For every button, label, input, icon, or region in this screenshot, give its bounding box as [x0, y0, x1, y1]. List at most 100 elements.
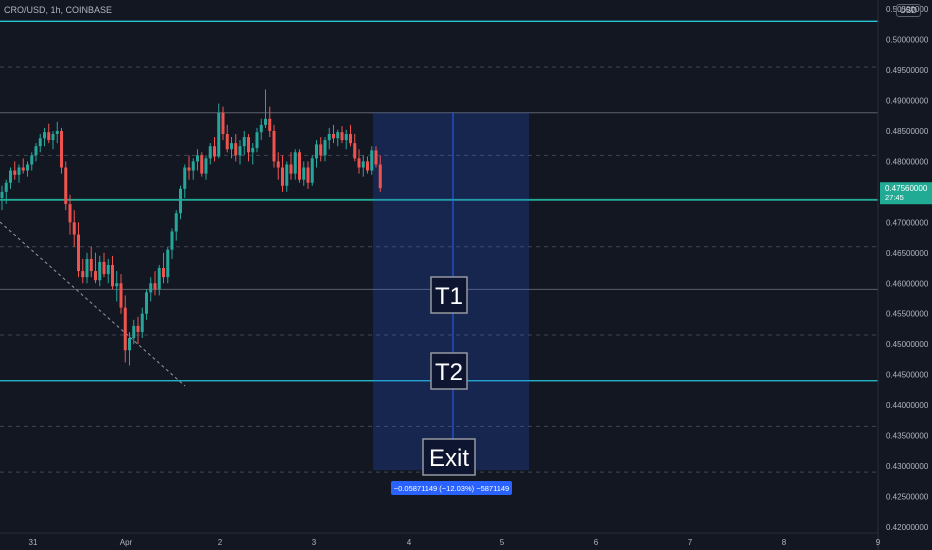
- candle-body: [204, 158, 208, 174]
- candle-body: [72, 222, 76, 235]
- candle-body: [38, 138, 42, 147]
- candle: [170, 228, 174, 259]
- target-label: T2: [435, 359, 463, 386]
- candle: [98, 255, 102, 287]
- candle-body: [306, 167, 310, 183]
- price-tick-label: 0.45000000: [886, 340, 929, 349]
- price-tick-label: 0.49500000: [886, 66, 929, 75]
- candle-body: [353, 143, 357, 159]
- candle: [191, 158, 195, 180]
- price-tick-label: 0.46000000: [886, 279, 929, 288]
- candle-body: [26, 164, 29, 171]
- target-boxes: T1 T2 Exit: [422, 276, 476, 476]
- candle: [55, 121, 59, 144]
- candle-body: [47, 132, 51, 141]
- candle: [336, 129, 340, 147]
- measure-label: −0.05871149 (−12.03%) −5871149: [391, 481, 512, 495]
- candle-body: [174, 213, 178, 232]
- candle-body: [298, 152, 301, 180]
- candle: [230, 137, 233, 159]
- candle-body: [221, 112, 225, 135]
- candle: [281, 155, 284, 192]
- candle-body: [361, 161, 365, 168]
- time-tick-label: 5: [500, 538, 505, 547]
- candle-body: [323, 140, 327, 156]
- candle-body: [55, 130, 59, 135]
- candle-body: [200, 155, 204, 174]
- candle-body: [225, 134, 229, 150]
- candle-body: [4, 182, 8, 192]
- candle-body: [281, 167, 284, 186]
- candle: [136, 316, 140, 345]
- candle-body: [378, 164, 382, 189]
- time-tick-label: 3: [312, 538, 317, 547]
- candle: [221, 106, 225, 141]
- target-label: T1: [435, 283, 463, 310]
- candle: [234, 134, 238, 162]
- price-tick-label: 0.49000000: [886, 97, 929, 106]
- candle-body: [276, 161, 280, 168]
- candle: [21, 158, 25, 174]
- candle-body: [213, 146, 216, 157]
- candle-body: [238, 146, 242, 156]
- candle-body: [64, 167, 68, 205]
- candle: [361, 155, 365, 177]
- candle: [344, 129, 348, 150]
- candle-body: [268, 118, 272, 131]
- candle-body: [21, 167, 25, 171]
- candle-body: [162, 268, 165, 278]
- currency-button[interactable]: USD: [896, 4, 921, 17]
- candle: [255, 127, 259, 153]
- target-box: [430, 352, 468, 390]
- price-tag-value: 0.47560000: [885, 184, 928, 193]
- candle: [259, 118, 263, 141]
- target-t1: T1: [430, 276, 468, 314]
- candle: [204, 155, 208, 180]
- candle: [340, 126, 344, 144]
- candle: [68, 194, 72, 235]
- candle-body: [366, 161, 369, 171]
- candle: [349, 124, 352, 147]
- candle-body: [123, 307, 127, 351]
- target-t2: T2: [430, 352, 468, 390]
- target-label: Exit: [429, 445, 469, 472]
- price-tick-label: 0.44500000: [886, 371, 929, 380]
- candle-body: [132, 325, 136, 339]
- candle-body: [310, 158, 314, 183]
- candle: [128, 331, 131, 366]
- candle: [81, 258, 85, 284]
- candle-body: [51, 134, 55, 141]
- candle: [302, 161, 306, 186]
- candle-body: [13, 170, 17, 175]
- candle: [153, 271, 157, 296]
- candle-body: [111, 264, 114, 287]
- candle-body: [315, 144, 318, 159]
- candle: [85, 252, 89, 284]
- candle-body: [140, 313, 144, 332]
- candle: [264, 89, 267, 128]
- candle: [310, 155, 314, 186]
- candle: [213, 137, 216, 162]
- candle-body: [183, 167, 187, 189]
- candle-body: [319, 144, 323, 156]
- measure-label-box: [391, 481, 512, 495]
- candle: [196, 149, 199, 171]
- candle: [162, 252, 165, 284]
- price-axis[interactable]: 0.50500000 0.50000000 0.49500000 0.49000000…: [886, 5, 929, 532]
- candle: [38, 134, 42, 153]
- candle-body: [106, 264, 110, 275]
- candle: [13, 161, 17, 180]
- time-axis[interactable]: 31 Apr 2 3 4 5 6 7 8 9: [29, 538, 881, 547]
- candle: [34, 143, 38, 162]
- candle: [132, 319, 136, 345]
- candle: [30, 152, 34, 171]
- candle: [208, 143, 212, 165]
- candle: [166, 246, 170, 284]
- price-tick-label: 0.46500000: [886, 249, 929, 258]
- time-tick-label: 8: [782, 538, 787, 547]
- candle: [123, 295, 127, 363]
- candle: [306, 161, 310, 189]
- candle-body: [370, 150, 374, 171]
- candle: [64, 161, 68, 211]
